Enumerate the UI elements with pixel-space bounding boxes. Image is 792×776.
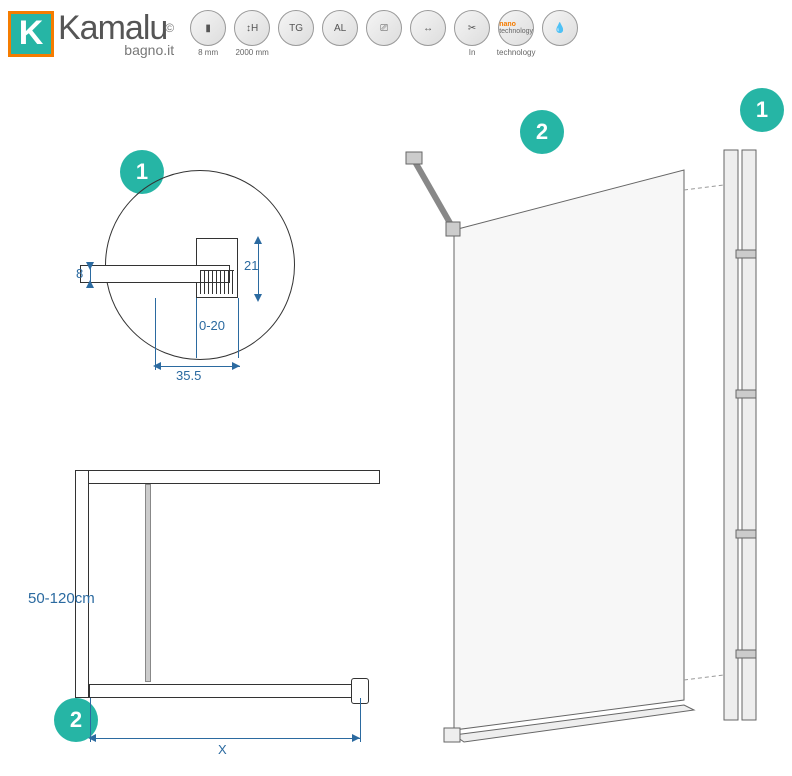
dim-panel-width: X bbox=[218, 742, 227, 757]
profile-hatch bbox=[200, 270, 234, 294]
logo-text: Kamalu© bagno.it bbox=[58, 11, 174, 57]
diagram-area: 1 8 21 0-20 35.5 50-120cm 2 X bbox=[0, 70, 792, 776]
tv-wall-left bbox=[75, 470, 89, 698]
tv-wall-top bbox=[75, 470, 380, 484]
tv-support-bar bbox=[145, 484, 151, 682]
top-view bbox=[85, 470, 365, 730]
header: K Kamalu© bagno.it ▮8 mm↕H2000 mmTGAL⎚↔✂… bbox=[0, 0, 792, 67]
spec-icon: ✂In bbox=[452, 10, 492, 57]
isometric-view bbox=[384, 110, 774, 750]
spec-icon: ↔ bbox=[408, 10, 448, 57]
dim-adjustment: 0-20 bbox=[199, 318, 225, 333]
copyright-mark: © bbox=[165, 21, 174, 35]
brand-subtitle: bagno.it bbox=[58, 43, 174, 57]
spec-icon: ⎚ bbox=[364, 10, 404, 57]
spec-icon: ▮8 mm bbox=[188, 10, 228, 57]
dim-channel-height: 21 bbox=[244, 258, 258, 273]
dim-glass-thickness: 8 bbox=[76, 266, 83, 281]
dim-brace-length: 50-120cm bbox=[28, 590, 95, 607]
dim-profile-width: 35.5 bbox=[176, 368, 201, 383]
tv-glass-panel bbox=[89, 684, 359, 698]
spec-icon: ↕H2000 mm bbox=[232, 10, 272, 57]
logo: K Kamalu© bagno.it bbox=[8, 11, 174, 57]
spec-icon-row: ▮8 mm↕H2000 mmTGAL⎚↔✂Innanotechnologytec… bbox=[188, 10, 580, 57]
spec-icon: AL bbox=[320, 10, 360, 57]
spec-icon: 💧 bbox=[540, 10, 580, 57]
iso-svg bbox=[384, 110, 774, 750]
logo-mark: K bbox=[8, 11, 54, 57]
badge-arm-2: 2 bbox=[520, 110, 564, 154]
spec-icon: TG bbox=[276, 10, 316, 57]
badge-profile-1: 1 bbox=[740, 88, 784, 132]
brand-name: Kamalu bbox=[58, 9, 167, 47]
spec-icon: nanotechnologytechnology bbox=[496, 10, 536, 57]
